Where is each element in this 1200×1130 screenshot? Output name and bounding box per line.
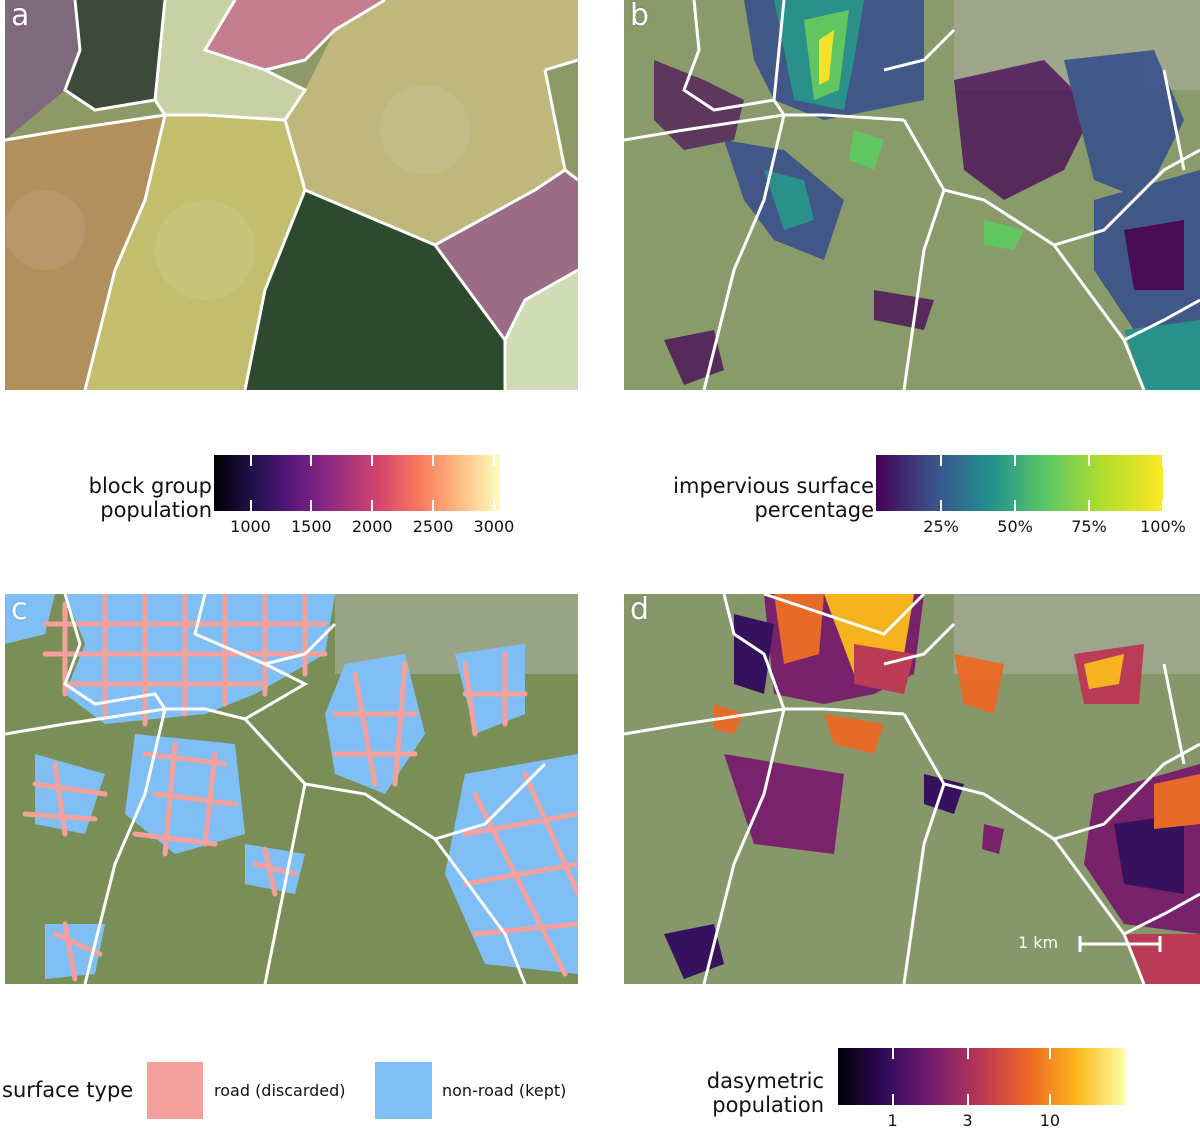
map-panel-b: b xyxy=(624,0,1200,390)
legend-c-swatch-nonroad xyxy=(375,1062,432,1119)
legend-d-tick-label: 3 xyxy=(962,1111,973,1130)
legend-b-tick-mark xyxy=(940,455,943,467)
legend-a-tick-label: 1500 xyxy=(291,517,332,536)
legend-b-tick-label: 50% xyxy=(997,517,1033,536)
legend-a-tick-label: 2000 xyxy=(351,517,393,536)
legend-a-tick-mark xyxy=(371,455,374,467)
legend-a-tick-mark xyxy=(371,499,374,511)
legend-a-tick-mark xyxy=(310,499,313,511)
legend-a-tick-label: 3000 xyxy=(473,517,515,536)
map-panel-c: c xyxy=(5,594,578,984)
scale-bar-label: 1 km xyxy=(1018,933,1059,952)
legend-b-tick-mark xyxy=(1014,499,1017,511)
legend-d-tick-mark xyxy=(891,1048,894,1060)
legend-d-tick-mark xyxy=(1048,1093,1051,1105)
legend-d-title: dasymetric population xyxy=(706,1069,824,1117)
legend-d-tick-mark xyxy=(891,1093,894,1105)
legend-c-swatch-road xyxy=(147,1062,203,1119)
legend-b-tick-mark xyxy=(1088,499,1091,511)
legend-b-tick-label: 100% xyxy=(1140,517,1186,536)
panel-label-b: b xyxy=(630,0,650,33)
legend-d-tick-mark xyxy=(1048,1048,1051,1060)
legend-b-tick-mark xyxy=(940,499,943,511)
panel-label-c: c xyxy=(11,594,28,627)
legend-a-title: block group population xyxy=(88,474,212,522)
legend-d-tick-mark xyxy=(966,1093,969,1105)
legend-b-tick-mark xyxy=(1014,455,1017,467)
legend-d-tick-label: 1 xyxy=(887,1111,898,1130)
map-panel-a: a xyxy=(5,0,578,390)
legend-a-tick-label: 2500 xyxy=(412,517,454,536)
panel-label-a: a xyxy=(11,0,30,33)
legend-b-colorbar xyxy=(876,455,1163,511)
legend-a-colorbar xyxy=(214,455,500,511)
legend-c-label-nonroad: non-road (kept) xyxy=(442,1081,567,1100)
legend-b-tick-mark xyxy=(1162,499,1164,511)
legend-a-tick-mark xyxy=(432,455,435,467)
map-panel-d: d 1 km xyxy=(624,594,1200,984)
legend-a-tick-mark xyxy=(310,455,313,467)
legend-b-tick-mark xyxy=(1088,455,1091,467)
legend-c-label-road: road (discarded) xyxy=(214,1081,346,1100)
panel-label-d: d xyxy=(630,594,650,627)
legend-b-tick-mark xyxy=(1162,455,1164,467)
legend-b-tick-label: 25% xyxy=(923,517,959,536)
legend-c-title: surface type xyxy=(2,1078,134,1102)
legend-a-tick-mark xyxy=(492,455,495,467)
legend-b-title: impervious surface percentage xyxy=(673,474,874,522)
legend-a-tick-mark xyxy=(432,499,435,511)
legend-a-tick-label: 1000 xyxy=(230,517,271,536)
legend-d-tick-label: 10 xyxy=(1039,1111,1061,1130)
legend-a-tick-mark xyxy=(492,499,495,511)
legend-b-tick-label: 75% xyxy=(1071,517,1107,536)
legend-a-tick-mark xyxy=(249,455,252,467)
legend-d-colorbar xyxy=(838,1048,1125,1105)
legend-a-tick-mark xyxy=(249,499,252,511)
legend-d-tick-mark xyxy=(966,1048,969,1060)
